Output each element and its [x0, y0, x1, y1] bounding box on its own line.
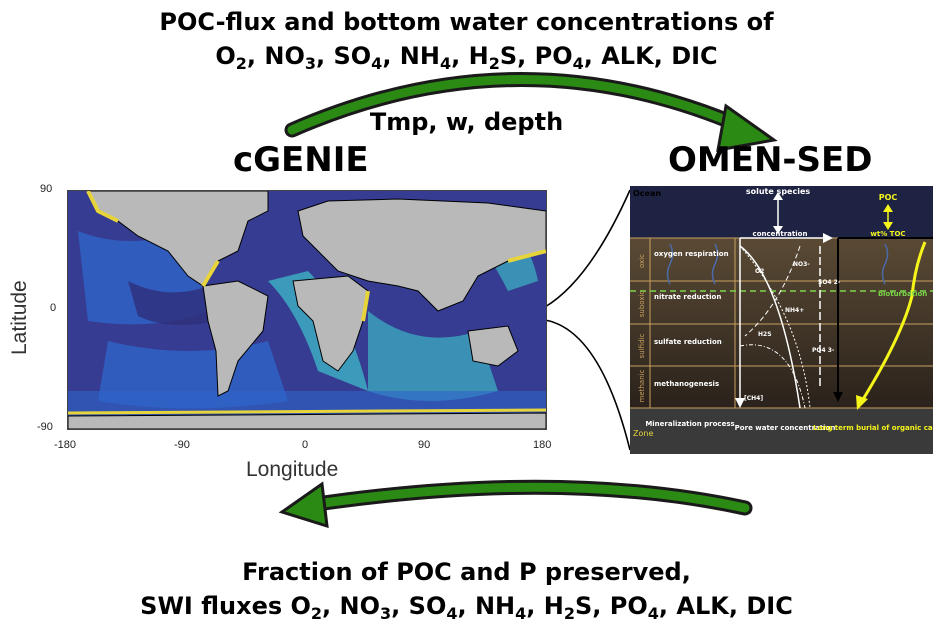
- bioturbation-label: bioturbation: [878, 290, 927, 298]
- zoom-line-top: [544, 189, 631, 308]
- species-o2: O2: [755, 268, 764, 275]
- species-nh4: NH4+: [785, 307, 804, 314]
- species-po4: PO4,: [534, 42, 602, 73]
- species-o2: O2,: [290, 592, 340, 623]
- species-alk: ALK,: [601, 42, 672, 70]
- ytick-90: 90: [40, 183, 53, 195]
- wt-toc-label: wt% TOC: [870, 230, 905, 238]
- species-prefix: SWI fluxes: [140, 592, 291, 620]
- land-antarctica: [68, 412, 546, 429]
- omen-panel-graphic: Ocean solute species POC concentration w…: [630, 186, 933, 454]
- species-so4: SO4,: [408, 592, 475, 623]
- burial-label: Long term burial of organic carbon: [813, 424, 933, 432]
- map-ylabel: Latitude: [8, 280, 31, 355]
- process-methanogenesis: methanogenesis: [654, 380, 719, 388]
- ytick-minus90: -90: [37, 421, 53, 433]
- land-australia: [467, 325, 519, 367]
- ocean-label: Ocean: [633, 189, 661, 198]
- mineralization-label: Mineralization process: [645, 420, 734, 428]
- land-south-america: [202, 280, 269, 397]
- header-species-line: O2, NO3, SO4, NH4, H2S, PO4, ALK, DIC: [0, 42, 933, 73]
- solute-label: solute species: [746, 187, 811, 196]
- zoom-line-bottom: [544, 319, 631, 451]
- poc-label: POC: [879, 193, 898, 202]
- footer-species-line: SWI fluxes O2, NO3, SO4, NH4, H2S, PO4, …: [0, 592, 933, 623]
- xtick-0: 0: [302, 439, 309, 451]
- process-sulfate: sulfate reduction: [654, 338, 722, 346]
- species-ch4: [CH4]: [744, 395, 763, 402]
- zone-methanic: methanic: [638, 369, 646, 402]
- species-h2s: H2S,: [468, 42, 535, 73]
- species-h2s: H2S,: [543, 592, 610, 623]
- species-nh4: NH4,: [399, 42, 469, 73]
- omen-sed-title: OMEN-SED: [668, 140, 873, 180]
- xtick-minus180: -180: [54, 439, 77, 451]
- process-nitrate: nitrate reduction: [654, 293, 721, 301]
- species-so4: SO4 2-: [818, 279, 841, 286]
- cgenie-map: [67, 190, 547, 430]
- return-arrow-head: [278, 481, 329, 529]
- land-europe-asia: [297, 198, 546, 312]
- header-line-1: POC-flux and bottom water concentrations…: [159, 8, 774, 36]
- process-oxygen: oxygen respiration: [654, 250, 729, 258]
- species-no3: NO3-: [793, 261, 810, 268]
- land-africa: [292, 275, 369, 372]
- species-po4: PO4 3-: [812, 347, 835, 354]
- footer-line-1: Fraction of POC and P preserved,: [242, 558, 691, 586]
- map-field: [68, 191, 546, 429]
- cgenie-title: cGENIE: [233, 140, 369, 180]
- species-no3: NO3,: [339, 592, 409, 623]
- zone-oxic: oxic: [638, 254, 646, 268]
- species-dic: DIC: [671, 42, 718, 70]
- zone-suboxic: suboxic: [638, 291, 646, 318]
- xtick-90: 90: [418, 439, 431, 451]
- species-o2: O2,: [215, 42, 265, 73]
- arrow-label: Tmp, w, depth: [369, 108, 564, 136]
- species-no3: NO3,: [264, 42, 334, 73]
- xtick-minus90: -90: [174, 439, 190, 451]
- zone-label: Zone: [633, 429, 653, 438]
- species-po4: PO4,: [609, 592, 677, 623]
- forward-arrow-head: [716, 103, 778, 152]
- xtick-180: 180: [533, 439, 552, 451]
- species-alk: ALK,: [676, 592, 747, 620]
- species-so4: SO4,: [333, 42, 400, 73]
- species-nh4: NH4,: [474, 592, 544, 623]
- species-h2s: H2S: [758, 331, 772, 338]
- ytick-0: 0: [50, 302, 57, 314]
- map-xlabel: Longitude: [246, 458, 339, 481]
- zone-sulfidic: sulfidic: [638, 334, 646, 359]
- omen-sed-panel: Ocean solute species POC concentration w…: [630, 186, 933, 454]
- concentration-label: concentration: [753, 230, 808, 238]
- porewater-label: Pore water concentration: [735, 424, 836, 432]
- species-dic: DIC: [746, 592, 793, 620]
